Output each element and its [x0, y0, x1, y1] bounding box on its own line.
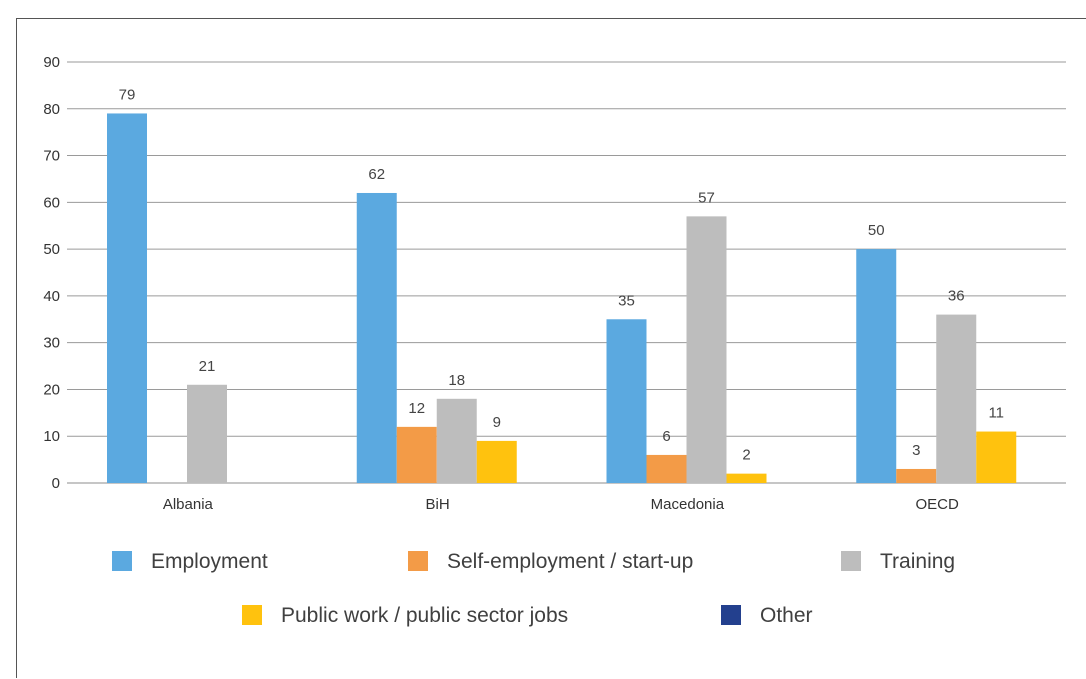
legend: Employment Self-employment / start-up Trai… — [112, 550, 955, 627]
legend-label: Employment — [151, 550, 268, 573]
data-label: 36 — [948, 288, 965, 305]
y-tick-label: 50 — [43, 241, 60, 258]
legend-label: Training — [880, 550, 955, 573]
data-label: 35 — [618, 292, 635, 309]
bar — [396, 426, 437, 483]
x-category-label: BiH — [426, 496, 450, 513]
y-tick-label: 70 — [43, 148, 60, 165]
x-axis-categories: Albania BiH Macedonia OECD — [163, 496, 959, 513]
legend-swatch — [112, 551, 132, 571]
x-category-label: Macedonia — [651, 496, 725, 513]
bar — [606, 319, 647, 483]
data-label: 18 — [448, 372, 465, 389]
bar — [686, 216, 727, 483]
bar — [476, 440, 517, 483]
data-label: 2 — [742, 447, 750, 464]
legend-label: Other — [760, 604, 813, 627]
bar — [976, 431, 1017, 483]
legend-swatch — [242, 605, 262, 625]
y-tick-label: 40 — [43, 288, 60, 305]
y-tick-label: 90 — [43, 54, 60, 71]
data-labels: 79 21 62 12 18 9 35 6 57 2 50 3 36 11 — [119, 86, 1004, 463]
bar-chart: 0 10 20 30 40 50 60 70 80 90 79 21 62 12 18 9 35 6 57 2 50 3… — [43, 54, 1066, 627]
bar — [436, 398, 477, 483]
chart-frame: 0 10 20 30 40 50 60 70 80 90 79 21 62 12 18 9 35 6 57 2 50 3… — [16, 18, 1086, 678]
legend-label: Self-employment / start-up — [447, 550, 693, 573]
data-label: 6 — [662, 428, 670, 445]
data-label: 12 — [408, 400, 425, 417]
data-label: 21 — [199, 358, 216, 375]
data-label: 79 — [119, 86, 136, 103]
data-label: 11 — [988, 405, 1004, 422]
data-label: 3 — [912, 442, 920, 459]
legend-label: Public work / public sector jobs — [281, 604, 568, 627]
bar — [856, 249, 897, 483]
legend-swatch — [721, 605, 741, 625]
bar — [726, 473, 767, 483]
y-tick-label: 10 — [43, 428, 60, 445]
legend-swatch — [841, 551, 861, 571]
data-label: 57 — [698, 189, 715, 206]
bar — [187, 384, 227, 483]
bar — [107, 113, 147, 483]
legend-swatch — [408, 551, 428, 571]
bar — [896, 468, 937, 483]
bar — [646, 454, 687, 483]
y-tick-label: 60 — [43, 194, 60, 211]
bars — [107, 113, 1017, 483]
gridlines — [67, 61, 1066, 484]
bar — [936, 314, 977, 483]
y-axis-ticks: 0 10 20 30 40 50 60 70 80 90 — [43, 54, 60, 492]
x-category-label: Albania — [163, 496, 214, 513]
x-category-label: OECD — [915, 496, 959, 513]
data-label: 50 — [868, 222, 885, 239]
y-tick-label: 80 — [43, 101, 60, 118]
data-label: 62 — [368, 166, 385, 183]
y-tick-label: 30 — [43, 335, 60, 352]
y-tick-label: 20 — [43, 381, 60, 398]
bar — [356, 192, 397, 483]
y-tick-label: 0 — [52, 475, 60, 492]
data-label: 9 — [493, 414, 501, 431]
